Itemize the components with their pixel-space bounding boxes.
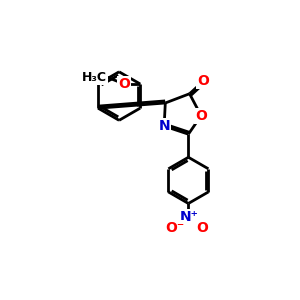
Text: O: O bbox=[197, 74, 209, 88]
Text: O: O bbox=[118, 77, 130, 91]
Text: O: O bbox=[196, 221, 208, 235]
Text: H₃C: H₃C bbox=[82, 70, 106, 83]
Text: O: O bbox=[195, 109, 207, 123]
Text: N⁺: N⁺ bbox=[180, 210, 199, 224]
Text: O⁻: O⁻ bbox=[165, 221, 184, 235]
Text: N: N bbox=[158, 119, 170, 133]
